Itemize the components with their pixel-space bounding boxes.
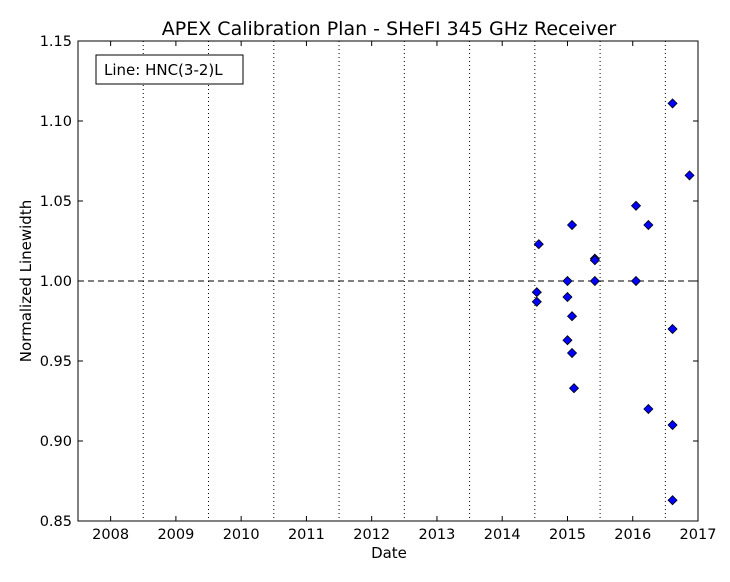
legend-box <box>95 54 244 85</box>
y-axis-label: Normalized Linewidth <box>17 200 35 362</box>
data-point <box>589 255 600 266</box>
data-point <box>589 275 600 287</box>
data-point <box>667 323 678 335</box>
ticks-layer: 2008 2009 2010 2011 2012 2013 2014 2015 2016 2017… <box>40 34 717 543</box>
data-point <box>566 311 578 322</box>
y-tick-label: 0.85 <box>40 514 72 530</box>
data-point <box>684 170 695 181</box>
x-tick-label: 2008 <box>92 527 129 543</box>
y-tick-label: 0.90 <box>40 434 72 450</box>
data-point <box>562 275 573 287</box>
data-point <box>531 296 542 307</box>
data-point <box>643 403 654 415</box>
y-tick-label: 1.10 <box>40 114 72 130</box>
y-tick-label: 0.95 <box>40 354 72 370</box>
data-point <box>667 495 678 506</box>
data-point <box>643 219 654 231</box>
x-tick-label: 2010 <box>223 527 260 543</box>
y-tick-label: 1.05 <box>40 194 72 210</box>
x-axis-label: Date <box>371 544 407 562</box>
data-point <box>566 219 578 231</box>
x-tick-label: 2017 <box>680 527 717 543</box>
data-point <box>533 239 544 250</box>
data-point <box>630 275 642 287</box>
x-tick-label: 2016 <box>614 527 651 543</box>
data-point <box>667 98 678 109</box>
data-points-layer <box>531 98 695 506</box>
data-point <box>667 419 678 431</box>
x-tick-label: 2013 <box>418 527 455 543</box>
chart-title: APEX Calibration Plan - SHeFI 345 GHz Re… <box>162 18 617 40</box>
x-tick-label: 2011 <box>288 527 325 543</box>
x-tick-label: 2015 <box>549 527 586 543</box>
y-tick-label: 1.00 <box>40 274 72 290</box>
data-point <box>566 347 578 359</box>
data-point <box>562 335 573 346</box>
y-tick-label: 1.15 <box>40 34 72 50</box>
x-tick-label: 2009 <box>157 527 194 543</box>
data-point <box>562 291 573 303</box>
x-tick-label: 2014 <box>484 527 521 543</box>
data-point <box>531 287 542 298</box>
data-point <box>630 200 642 211</box>
legend-text: Line: HNC(3-2)L <box>104 61 223 79</box>
x-tick-label: 2012 <box>353 527 390 543</box>
data-point <box>568 383 580 394</box>
legend: Line: HNC(3-2)L <box>95 54 244 85</box>
